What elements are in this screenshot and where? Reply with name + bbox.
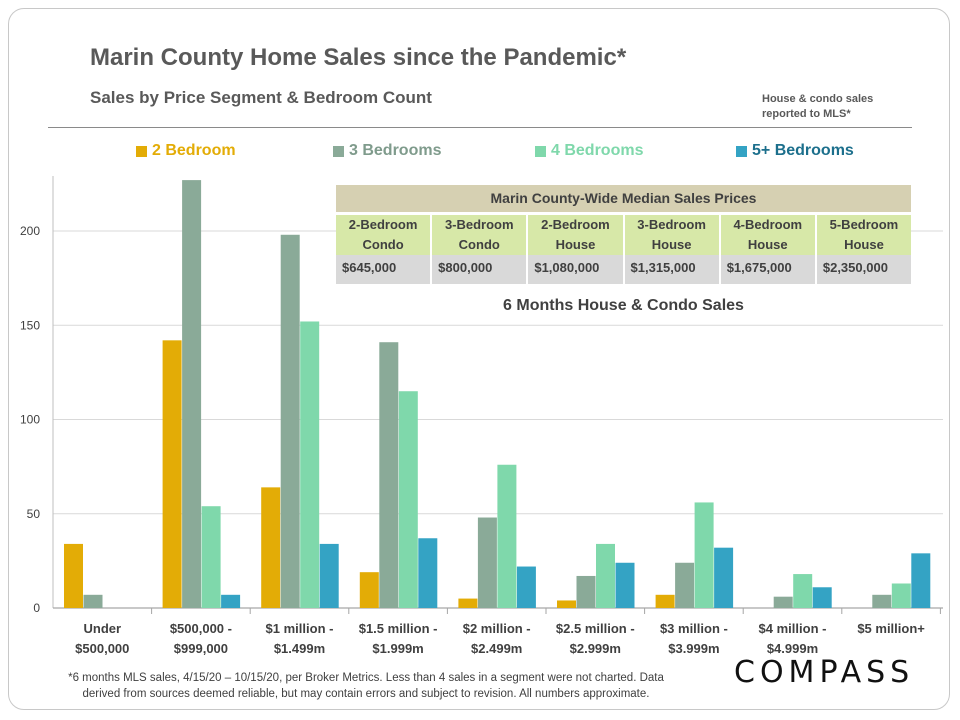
footnote: *6 months MLS sales, 4/15/20 – 10/15/20,… xyxy=(26,670,706,702)
y-tick-label: 0 xyxy=(33,601,40,615)
x-category-label: $2 million - xyxy=(463,621,531,636)
median-table-label-cell: 3-Bedroom House xyxy=(624,215,721,255)
bar xyxy=(418,538,438,608)
bar xyxy=(694,502,714,608)
median-table-label-cell: 5-Bedroom House xyxy=(816,215,912,255)
x-category-label: $500,000 xyxy=(75,641,129,656)
bar xyxy=(280,234,300,608)
median-price-cell: $800,000 xyxy=(432,255,529,284)
bar xyxy=(261,487,281,608)
legend-label-3-bedrooms: 3 Bedrooms xyxy=(349,142,442,159)
median-price-cell: $2,350,000 xyxy=(816,255,912,284)
bar xyxy=(201,506,221,608)
header-divider xyxy=(48,127,912,128)
bar xyxy=(477,517,497,608)
x-category-label: $999,000 xyxy=(174,641,228,656)
x-category-label: $1 million - xyxy=(266,621,334,636)
median-table-title: Marin County-Wide Median Sales Prices xyxy=(336,185,911,212)
median-table-prices-row: $645,000 $800,000 $1,080,000 $1,315,000 … xyxy=(336,255,912,284)
median-price-cell: $1,675,000 xyxy=(720,255,817,284)
bar xyxy=(773,596,793,608)
legend-swatch-5-bedrooms xyxy=(736,145,747,157)
legend-item-3-bedrooms: 3 Bedrooms xyxy=(333,142,441,160)
x-category-label: $2.499m xyxy=(471,641,522,656)
bar xyxy=(83,594,103,608)
bar xyxy=(675,562,695,608)
y-tick-label: 200 xyxy=(20,224,40,238)
bar xyxy=(516,566,536,608)
bar xyxy=(182,180,202,609)
x-category-label: $2.999m xyxy=(570,641,621,656)
y-tick-label: 100 xyxy=(20,413,40,427)
median-table-label-cell: 2-Bedroom House xyxy=(528,215,625,255)
y-tick-label: 150 xyxy=(20,318,40,332)
x-category-label: $3 million - xyxy=(660,621,728,636)
page-subtitle: Sales by Price Segment & Bedroom Count xyxy=(90,88,432,107)
x-category-label: $4.999m xyxy=(767,641,818,656)
bar xyxy=(359,572,379,608)
median-table-labels-row: 2-Bedroom Condo 3-Bedroom Condo 2-Bedroom H… xyxy=(336,215,912,255)
median-price-cell: $1,080,000 xyxy=(528,255,625,284)
bar xyxy=(319,543,339,608)
median-price-cell: $645,000 xyxy=(336,255,433,284)
bar xyxy=(812,587,832,608)
bar xyxy=(379,342,399,608)
bar xyxy=(576,575,596,608)
legend-item-2-bedroom: 2 Bedroom xyxy=(136,142,236,160)
source-note-line2: reported to MLS* xyxy=(762,108,851,120)
bar xyxy=(497,464,517,608)
bar xyxy=(398,391,418,608)
page-title: Marin County Home Sales since the Pandem… xyxy=(90,44,627,71)
legend-label-2-bedroom: 2 Bedroom xyxy=(152,142,236,159)
y-tick-label: 50 xyxy=(27,507,41,521)
x-category-label: $1.499m xyxy=(274,641,325,656)
compass-logo: COMPASS xyxy=(734,655,915,690)
bar xyxy=(891,583,911,608)
x-category-label: $5 million+ xyxy=(857,621,925,636)
chart-subtitle: 6 Months House & Condo Sales xyxy=(503,297,744,314)
bar xyxy=(911,553,931,608)
bar xyxy=(615,562,635,608)
bar xyxy=(872,594,892,608)
x-category-label: Under xyxy=(84,621,122,636)
x-category-label: $1.999m xyxy=(372,641,423,656)
slide-frame xyxy=(8,8,950,710)
legend-swatch-4-bedrooms xyxy=(535,145,546,157)
bar xyxy=(714,547,734,608)
bar xyxy=(655,594,675,608)
x-category-label: $1.5 million - xyxy=(359,621,438,636)
median-price-cell: $1,315,000 xyxy=(624,255,721,284)
footnote-line2: derived from sources deemed reliable, bu… xyxy=(82,688,650,700)
bar xyxy=(221,594,241,608)
footnote-line1: *6 months MLS sales, 4/15/20 – 10/15/20,… xyxy=(68,672,664,684)
legend-swatch-3-bedrooms xyxy=(333,145,344,157)
median-table-label-cell: 3-Bedroom Condo xyxy=(432,215,529,255)
median-table-label-cell: 4-Bedroom House xyxy=(720,215,817,255)
median-table-label-cell: 2-Bedroom Condo xyxy=(336,215,433,255)
bar xyxy=(64,543,83,608)
bar xyxy=(557,600,576,608)
bar xyxy=(300,321,320,608)
legend-swatch-2-bedroom xyxy=(136,145,147,157)
bar xyxy=(162,340,182,608)
legend-item-5-bedrooms: 5+ Bedrooms xyxy=(736,142,854,160)
legend-label-5-bedrooms: 5+ Bedrooms xyxy=(752,142,854,159)
x-category-label: $500,000 - xyxy=(170,621,232,636)
bar xyxy=(458,598,478,608)
x-category-label: $3.999m xyxy=(668,641,719,656)
bar xyxy=(793,574,813,608)
legend-label-4-bedrooms: 4 Bedrooms xyxy=(551,142,644,159)
bar xyxy=(596,543,615,608)
source-note-line1: House & condo sales xyxy=(762,93,874,105)
x-category-label: $4 million - xyxy=(759,621,827,636)
source-note: House & condo sales reported to MLS* xyxy=(762,92,902,122)
x-category-label: $2.5 million - xyxy=(556,621,635,636)
legend-item-4-bedrooms: 4 Bedrooms xyxy=(535,142,643,160)
